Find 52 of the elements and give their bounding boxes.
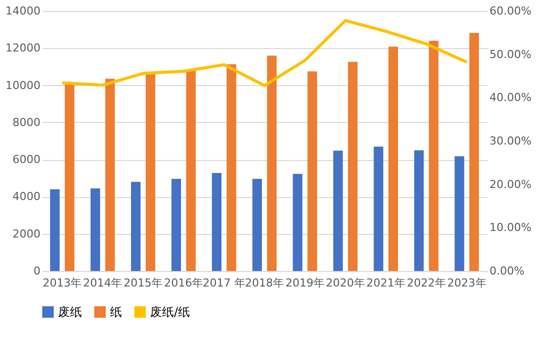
y2-tick-label: 40.00% [490, 91, 532, 104]
line-series [60, 19, 468, 88]
bar [333, 150, 343, 271]
x-tick-label: 2020年 [326, 276, 365, 290]
bar [469, 32, 479, 271]
y-tick-label: 10000 [6, 78, 40, 92]
x-tick-label: 2022年 [406, 276, 446, 290]
bar [454, 156, 464, 271]
bar [186, 70, 196, 271]
y-tick-label: 4000 [12, 190, 40, 204]
bar [252, 178, 262, 271]
x-tick-label: 2016年 [164, 276, 204, 290]
y-tick-label: 0 [34, 264, 40, 278]
y2-tick-label: 20.00% [490, 178, 532, 191]
bar [428, 40, 438, 271]
x-tick-label: 2021年 [366, 276, 406, 290]
y-tick-label: 14000 [6, 4, 40, 18]
y-tick-label: 8000 [12, 116, 40, 129]
bar [414, 150, 424, 271]
bar [308, 71, 318, 271]
y-tick-label: 2000 [12, 227, 40, 240]
legend-label: 废纸/纸 [150, 305, 190, 319]
x-tick-label: 2013年 [42, 276, 82, 290]
x-tick-label: 2018年 [245, 276, 284, 290]
bar [171, 178, 182, 271]
bar [388, 46, 398, 271]
bar [226, 64, 236, 271]
x-tick-label: 2015年 [124, 276, 163, 290]
bar [146, 72, 156, 271]
y2-tick-label: 10.00% [490, 221, 532, 234]
y-tick-label: 12000 [6, 42, 40, 55]
bar [50, 189, 60, 271]
x-tick-label: 2023年 [447, 276, 486, 290]
legend-label: 废纸 [58, 305, 82, 319]
bar [292, 174, 302, 271]
y2-tick-label: 30.00% [490, 134, 532, 148]
bar [131, 182, 141, 271]
bar [267, 56, 277, 271]
bar [374, 146, 384, 271]
x-tick-label: 2017 年 [202, 276, 246, 290]
x-tick-label: 2014年 [83, 276, 122, 290]
bar [90, 188, 100, 271]
y2-tick-label: 0.00% [490, 264, 524, 278]
y2-tick-label: 50.00% [490, 48, 532, 61]
bar [348, 62, 358, 271]
x-tick-label: 2019年 [285, 276, 324, 290]
bar [105, 78, 115, 271]
bar [64, 82, 74, 271]
legend-label: 纸 [110, 305, 122, 319]
y-tick-label: 6000 [12, 153, 40, 166]
y2-tick-label: 60.00% [490, 4, 532, 18]
bar [212, 172, 222, 271]
